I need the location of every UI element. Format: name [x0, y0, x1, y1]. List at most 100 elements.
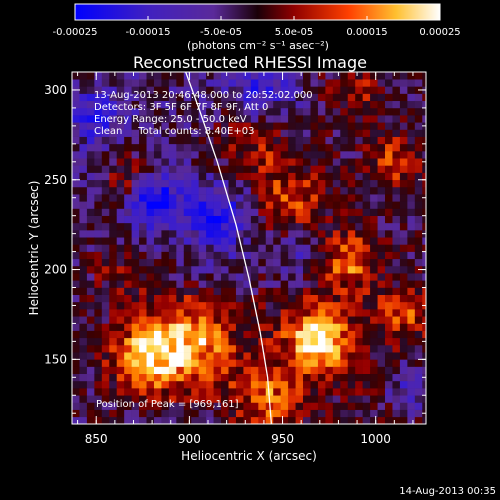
heatmap-cell: [385, 252, 393, 259]
heatmap-cell: [139, 352, 147, 359]
x-tick-label: 950: [271, 432, 294, 446]
heatmap-cell: [176, 208, 184, 215]
heatmap-cell: [296, 72, 304, 79]
heatmap-cell: [370, 208, 378, 215]
heatmap-cell: [184, 201, 192, 208]
heatmap-cell: [87, 410, 95, 417]
heatmap-cell: [161, 72, 169, 79]
heatmap-cell: [191, 388, 199, 395]
heatmap-cell: [281, 266, 289, 273]
heatmap-cell: [392, 137, 400, 144]
heatmap-cell: [117, 144, 125, 151]
heatmap-cell: [400, 94, 408, 101]
heatmap-cell: [169, 137, 177, 144]
heatmap-cell: [109, 417, 117, 424]
heatmap-cell: [303, 244, 311, 251]
heatmap-cell: [161, 367, 169, 374]
heatmap-cell: [72, 223, 80, 230]
heatmap-cell: [87, 144, 95, 151]
heatmap-cell: [355, 273, 363, 280]
heatmap-cell: [154, 173, 162, 180]
heatmap-cell: [325, 230, 333, 237]
heatmap-cell: [385, 395, 393, 402]
heatmap-cell: [363, 417, 371, 424]
heatmap-cell: [385, 201, 393, 208]
heatmap-cell: [243, 402, 251, 409]
heatmap-cell: [154, 367, 162, 374]
heatmap-cell: [318, 367, 326, 374]
heatmap-cell: [184, 323, 192, 330]
heatmap-cell: [385, 144, 393, 151]
heatmap-cell: [333, 395, 341, 402]
heatmap-cell: [258, 122, 266, 129]
heatmap-cell: [303, 309, 311, 316]
heatmap-cell: [176, 137, 184, 144]
heatmap-cell: [333, 388, 341, 395]
heatmap-cell: [102, 410, 110, 417]
heatmap-cell: [176, 79, 184, 86]
heatmap-cell: [318, 194, 326, 201]
heatmap-cell: [206, 331, 214, 338]
heatmap-cell: [370, 417, 378, 424]
heatmap-cell: [415, 216, 423, 223]
heatmap-cell: [147, 388, 155, 395]
heatmap-cell: [147, 79, 155, 86]
heatmap-cell: [102, 288, 110, 295]
heatmap-cell: [147, 280, 155, 287]
heatmap-cell: [176, 295, 184, 302]
heatmap-cell: [169, 417, 177, 424]
heatmap-cell: [221, 151, 229, 158]
heatmap-cell: [273, 194, 281, 201]
heatmap-cell: [184, 381, 192, 388]
heatmap-cell: [363, 280, 371, 287]
heatmap-cell: [303, 331, 311, 338]
heatmap-cell: [184, 359, 192, 366]
heatmap-cell: [243, 288, 251, 295]
heatmap-cell: [310, 101, 318, 108]
heatmap-cell: [310, 280, 318, 287]
heatmap-cell: [72, 151, 80, 158]
heatmap-cell: [281, 223, 289, 230]
heatmap-cell: [154, 352, 162, 359]
heatmap-cell: [161, 309, 169, 316]
heatmap-cell: [348, 417, 356, 424]
heatmap-cell: [184, 345, 192, 352]
heatmap-cell: [79, 244, 87, 251]
heatmap-cell: [147, 151, 155, 158]
heatmap-cell: [124, 137, 132, 144]
heatmap-cell: [281, 129, 289, 136]
annotation-time-range: 13-Aug-2013 20:46:48.000 to 20:52:02.000: [94, 90, 313, 101]
heatmap-cell: [79, 151, 87, 158]
annotation-clean-counts: Clean Total counts: 8.40E+03: [94, 126, 254, 137]
heatmap-cell: [273, 129, 281, 136]
heatmap-cell: [243, 388, 251, 395]
heatmap-cell: [176, 180, 184, 187]
heatmap-cell: [161, 338, 169, 345]
heatmap-cell: [184, 295, 192, 302]
heatmap-cell: [161, 295, 169, 302]
heatmap-cell: [385, 108, 393, 115]
heatmap-cell: [288, 345, 296, 352]
heatmap-cell: [333, 115, 341, 122]
heatmap-cell: [94, 223, 102, 230]
heatmap-cell: [415, 367, 423, 374]
heatmap-cell: [154, 223, 162, 230]
heatmap-cell: [191, 158, 199, 165]
heatmap-cell: [273, 137, 281, 144]
heatmap-cell: [191, 309, 199, 316]
heatmap-cell: [102, 323, 110, 330]
heatmap-cell: [385, 79, 393, 86]
heatmap-cell: [363, 86, 371, 93]
heatmap-cell: [407, 137, 415, 144]
heatmap-cell: [355, 72, 363, 79]
heatmap-cell: [214, 417, 222, 424]
heatmap-cell: [117, 374, 125, 381]
heatmap-cell: [363, 288, 371, 295]
heatmap-cell: [243, 359, 251, 366]
heatmap-cell: [161, 223, 169, 230]
heatmap-cell: [325, 273, 333, 280]
heatmap-cell: [243, 144, 251, 151]
heatmap-cell: [310, 165, 318, 172]
heatmap-cell: [325, 144, 333, 151]
heatmap-cell: [72, 417, 80, 424]
